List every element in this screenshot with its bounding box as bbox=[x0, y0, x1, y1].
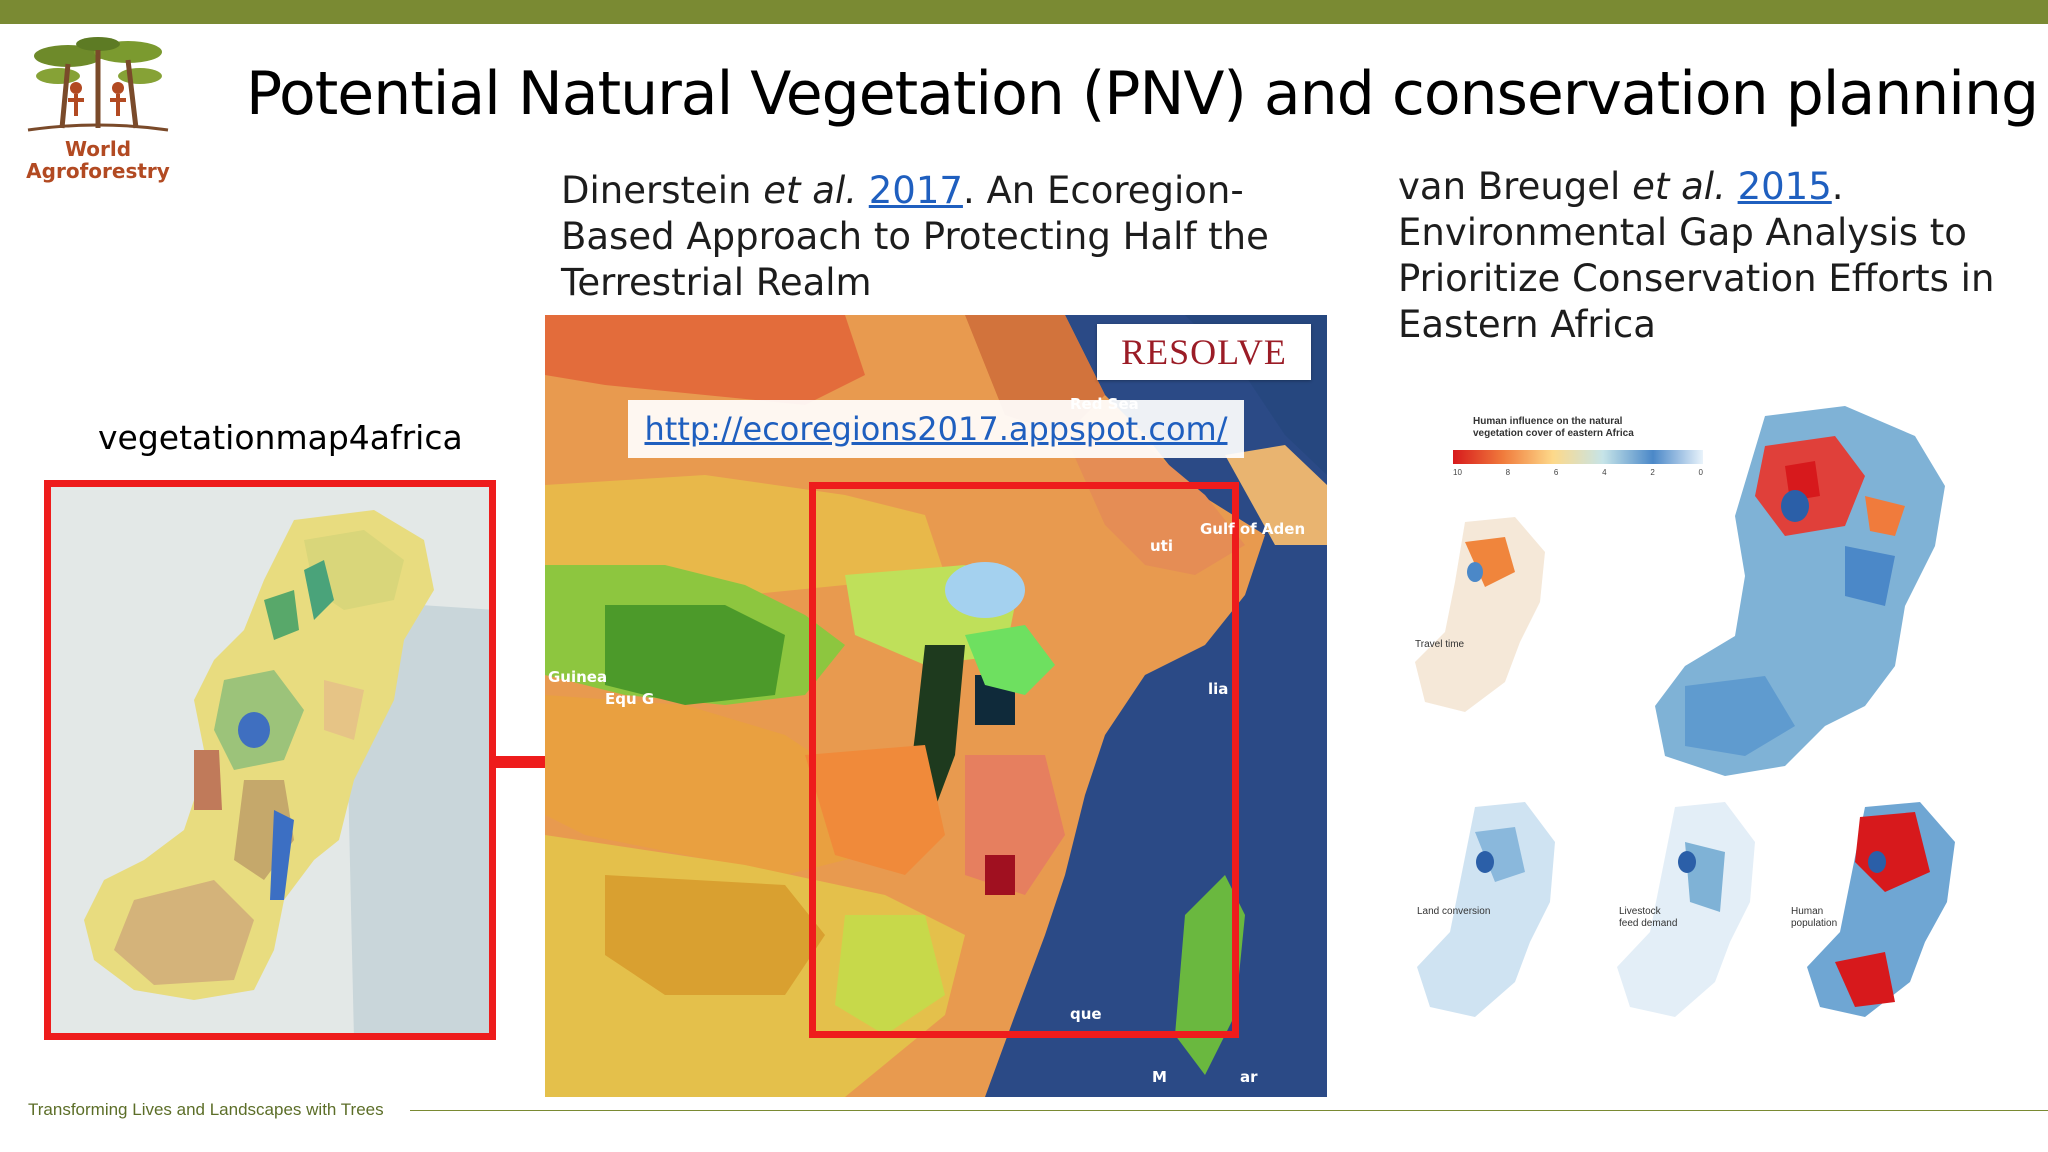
ref1-authors: Dinerstein bbox=[561, 169, 752, 212]
world-agroforestry-logo: World Agroforestry bbox=[18, 36, 178, 186]
map-place-label: que bbox=[1070, 1005, 1102, 1023]
human-population-label: Human population bbox=[1791, 906, 1838, 929]
ecoregions-highlight-box bbox=[809, 482, 1239, 1038]
map-place-label: Red Sea bbox=[1070, 395, 1139, 413]
legend-ticks: 10 8 6 4 2 0 bbox=[1453, 468, 1703, 477]
footer-divider bbox=[410, 1110, 2048, 1111]
reference-van-breugel: van Breugel et al. 2015. Environmental G… bbox=[1398, 164, 2018, 348]
land-conversion-map bbox=[1417, 802, 1555, 1017]
resolve-brand-logo: RESOLVE bbox=[1097, 324, 1311, 380]
legend-title: Human influence on the natural vegetatio… bbox=[1473, 416, 1634, 439]
ref2-title: . Environmental Gap Analysis to Prioriti… bbox=[1398, 165, 1995, 346]
map-place-label: ar bbox=[1240, 1068, 1258, 1086]
human-influence-main-map bbox=[1655, 406, 1945, 776]
travel-time-map bbox=[1415, 517, 1545, 712]
vegetation-map-image bbox=[44, 480, 496, 1040]
logo-wordmark: World Agroforestry bbox=[18, 138, 178, 182]
map-place-label: Gulf of Aden bbox=[1200, 520, 1306, 538]
footer-tagline: Transforming Lives and Landscapes with T… bbox=[28, 1100, 384, 1119]
legend-tick: 4 bbox=[1602, 468, 1607, 477]
human-influence-figure: Human influence on the natural vegetatio… bbox=[1405, 392, 2005, 1042]
top-accent-bar bbox=[0, 0, 2048, 24]
ref2-etal: et al. bbox=[1632, 165, 1726, 208]
map-place-label: Guinea bbox=[548, 668, 608, 686]
legend-tick: 0 bbox=[1698, 468, 1703, 477]
ecoregions-url-link[interactable]: http://ecoregions2017.appspot.com/ bbox=[644, 410, 1228, 448]
reference-dinerstein: Dinerstein et al. 2017. An Ecoregion-Bas… bbox=[561, 168, 1321, 306]
eastern-africa-vegetation-map bbox=[44, 480, 496, 1040]
travel-time-label: Travel time bbox=[1415, 639, 1465, 650]
tree-people-icon bbox=[27, 37, 169, 132]
ref1-title: . An Ecoregion-Based Approach to Protect… bbox=[561, 169, 1269, 304]
vegetationmap4africa-label: vegetationmap4africa bbox=[98, 418, 463, 457]
map-place-label: Equ G bbox=[605, 690, 655, 708]
human-population-map bbox=[1807, 802, 1955, 1017]
ref1-etal: et al. bbox=[763, 169, 857, 212]
legend-tick: 10 bbox=[1453, 468, 1462, 477]
ref2-authors: van Breugel bbox=[1398, 165, 1621, 208]
ref2-year-link[interactable]: 2015 bbox=[1737, 165, 1832, 208]
ecoregions-url-box: http://ecoregions2017.appspot.com/ bbox=[628, 400, 1244, 458]
logo-line1: World bbox=[64, 137, 132, 161]
ref1-year-link[interactable]: 2017 bbox=[868, 169, 963, 212]
legend-tick: 6 bbox=[1553, 468, 1559, 477]
slide-title: Potential Natural Vegetation (PNV) and c… bbox=[246, 59, 2039, 129]
vegetationmap-highlight-box bbox=[44, 480, 496, 1040]
logo-line2: Agroforestry bbox=[26, 159, 170, 183]
legend-tick: 8 bbox=[1505, 468, 1511, 477]
map-place-label: M bbox=[1152, 1068, 1167, 1086]
map-place-label: lia bbox=[1208, 680, 1229, 698]
land-conversion-label: Land conversion bbox=[1417, 906, 1491, 917]
legend-color-bar bbox=[1453, 450, 1703, 464]
legend-tick: 2 bbox=[1650, 468, 1655, 477]
map-place-label: uti bbox=[1150, 537, 1173, 555]
livestock-feed-map bbox=[1617, 802, 1755, 1017]
livestock-feed-label: Livestock feed demand bbox=[1619, 906, 1678, 929]
